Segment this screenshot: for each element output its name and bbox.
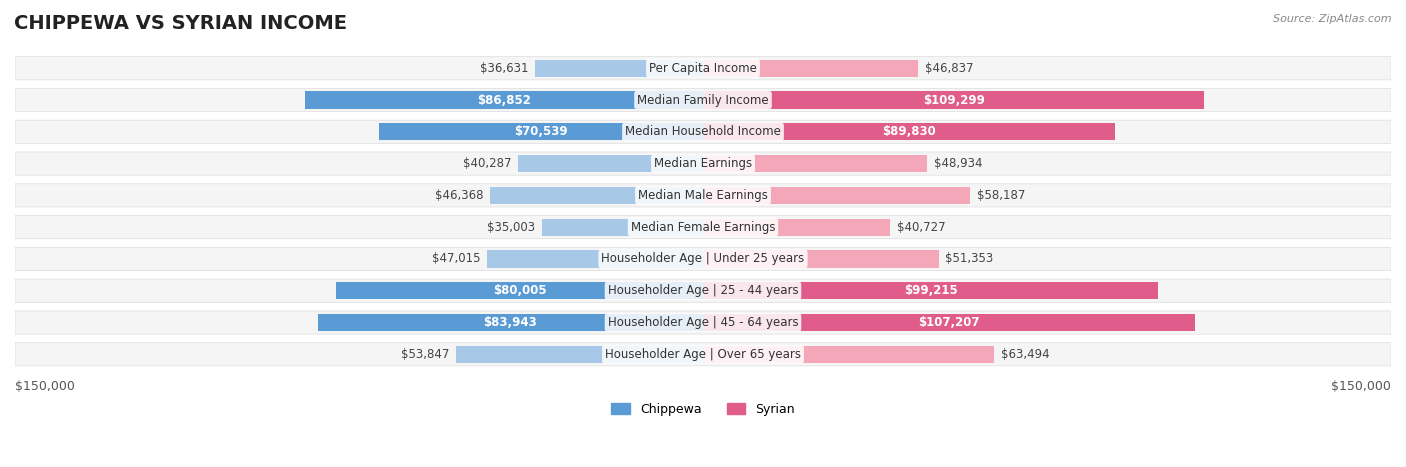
Text: $70,539: $70,539: [515, 125, 568, 138]
Legend: Chippewa, Syrian: Chippewa, Syrian: [606, 398, 800, 421]
Text: $48,934: $48,934: [935, 157, 983, 170]
Text: $53,847: $53,847: [401, 348, 449, 361]
Text: $86,852: $86,852: [477, 93, 530, 106]
Text: $150,000: $150,000: [1331, 380, 1391, 393]
Text: $150,000: $150,000: [15, 380, 75, 393]
Text: $51,353: $51,353: [945, 253, 994, 265]
Text: $40,287: $40,287: [463, 157, 512, 170]
Text: $36,631: $36,631: [479, 62, 529, 75]
Text: Per Capita Income: Per Capita Income: [650, 62, 756, 75]
FancyBboxPatch shape: [15, 88, 1391, 112]
Text: $99,215: $99,215: [904, 284, 957, 297]
Bar: [380, 123, 703, 141]
Text: $40,727: $40,727: [897, 221, 945, 234]
Text: Householder Age | 25 - 44 years: Householder Age | 25 - 44 years: [607, 284, 799, 297]
FancyBboxPatch shape: [15, 216, 1391, 239]
Text: $89,830: $89,830: [882, 125, 936, 138]
Text: Householder Age | 45 - 64 years: Householder Age | 45 - 64 years: [607, 316, 799, 329]
Bar: [456, 346, 703, 363]
FancyBboxPatch shape: [15, 57, 1391, 80]
FancyBboxPatch shape: [15, 311, 1391, 334]
Bar: [703, 314, 1195, 331]
Bar: [703, 92, 1205, 109]
Bar: [519, 155, 703, 172]
Text: $83,943: $83,943: [484, 316, 537, 329]
FancyBboxPatch shape: [15, 343, 1391, 366]
Text: $46,368: $46,368: [434, 189, 484, 202]
Text: $63,494: $63,494: [1001, 348, 1050, 361]
Text: $109,299: $109,299: [922, 93, 984, 106]
Text: $58,187: $58,187: [977, 189, 1025, 202]
Bar: [488, 250, 703, 268]
Bar: [305, 92, 703, 109]
Bar: [703, 187, 970, 204]
Text: CHIPPEWA VS SYRIAN INCOME: CHIPPEWA VS SYRIAN INCOME: [14, 14, 347, 33]
Bar: [536, 60, 703, 77]
Bar: [703, 155, 928, 172]
FancyBboxPatch shape: [15, 279, 1391, 302]
Text: Median Female Earnings: Median Female Earnings: [631, 221, 775, 234]
Bar: [703, 250, 939, 268]
Bar: [703, 123, 1115, 141]
Bar: [703, 219, 890, 236]
Text: Householder Age | Over 65 years: Householder Age | Over 65 years: [605, 348, 801, 361]
Bar: [703, 282, 1159, 299]
Text: Householder Age | Under 25 years: Householder Age | Under 25 years: [602, 253, 804, 265]
Text: Source: ZipAtlas.com: Source: ZipAtlas.com: [1274, 14, 1392, 24]
Text: $47,015: $47,015: [432, 253, 481, 265]
Text: Median Family Income: Median Family Income: [637, 93, 769, 106]
Bar: [336, 282, 703, 299]
Text: $80,005: $80,005: [492, 284, 547, 297]
Bar: [318, 314, 703, 331]
FancyBboxPatch shape: [15, 184, 1391, 207]
Text: Median Household Income: Median Household Income: [626, 125, 780, 138]
Bar: [703, 346, 994, 363]
Text: $35,003: $35,003: [488, 221, 536, 234]
FancyBboxPatch shape: [15, 152, 1391, 175]
Bar: [543, 219, 703, 236]
Bar: [703, 60, 918, 77]
Text: $107,207: $107,207: [918, 316, 980, 329]
FancyBboxPatch shape: [15, 120, 1391, 143]
Text: Median Earnings: Median Earnings: [654, 157, 752, 170]
Text: $46,837: $46,837: [925, 62, 973, 75]
Text: Median Male Earnings: Median Male Earnings: [638, 189, 768, 202]
Bar: [491, 187, 703, 204]
FancyBboxPatch shape: [15, 248, 1391, 270]
